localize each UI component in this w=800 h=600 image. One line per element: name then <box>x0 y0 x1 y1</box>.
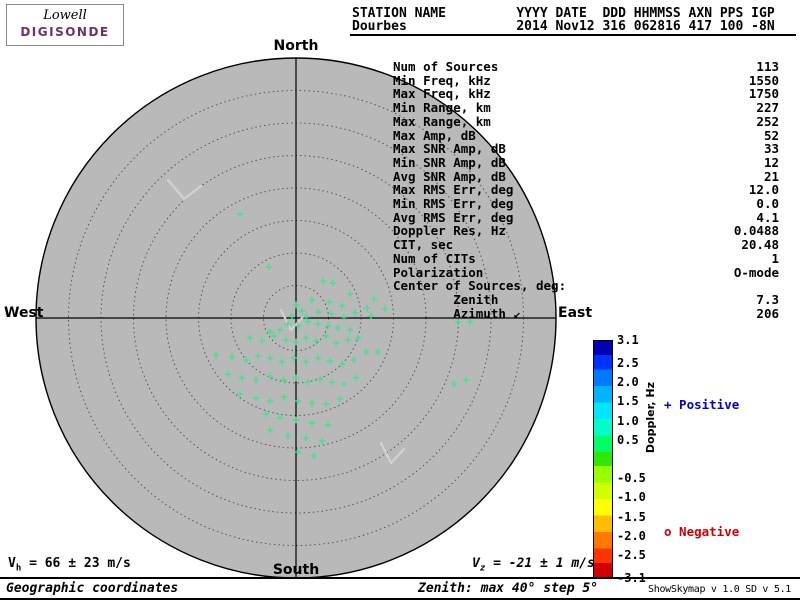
stats-panel: Num of Sources 113 Min Freq, kHz 1550 Max Fr… <box>393 60 779 320</box>
stat-row: Max Freq, kHz 1750 <box>393 87 779 101</box>
colorbar-tick: 0.5 <box>617 432 639 447</box>
compass-label-east: East <box>558 305 593 321</box>
vertical-velocity-readout: Vz = -21 ± 1 m/s <box>472 556 595 574</box>
stat-label: Max RMS Err, deg <box>393 182 514 198</box>
colorbar-tick: 2.0 <box>617 375 639 390</box>
stat-value: 7.3 <box>756 291 779 307</box>
stat-label: Max Range, km <box>393 113 491 129</box>
vh-subscript: h <box>15 563 22 574</box>
compass-label-north: North <box>273 38 319 54</box>
vh-value: = 66 ± 23 m/s <box>21 556 131 571</box>
software-version: ShowSkymap v 1.0 SD v 5.1 <box>648 584 792 595</box>
logo-lowell-text: Lowell <box>43 8 87 23</box>
stat-label: Max Amp, dB <box>393 127 476 143</box>
stat-row: Max RMS Err, deg 12.0 <box>393 183 779 197</box>
stat-value: 0.0 <box>756 196 779 212</box>
stat-value: 33 <box>763 141 779 157</box>
stat-value: 1 <box>771 250 779 266</box>
stat-label: Azimuth ↙ <box>393 305 521 321</box>
stat-value: O-mode <box>733 264 779 280</box>
stat-value: 0.0488 <box>733 223 779 239</box>
stat-value: 12.0 <box>748 182 779 198</box>
header-underline <box>350 34 796 36</box>
stat-row: Max Amp, dB 52 <box>393 127 779 143</box>
compass-label-west: West <box>4 305 44 321</box>
colorbar-tick: -1.0 <box>617 490 646 505</box>
doppler-colorbar <box>593 340 613 578</box>
stat-label: Zenith <box>393 291 499 307</box>
vz-symbol: V <box>472 556 480 571</box>
colorbar-tick: 1.5 <box>617 394 639 409</box>
vh-symbol: V <box>8 556 16 571</box>
header-values-row: Dourbes 2014 Nov12 316 062816 417 100 -8… <box>352 19 775 34</box>
stat-row: Avg SNR Amp, dB 21 <box>393 168 779 184</box>
stat-label: Center of Sources, deg: <box>393 278 567 294</box>
doppler-axis-label: Doppler, Hz <box>644 382 657 454</box>
stat-value: 1750 <box>748 86 779 102</box>
stat-label: Min SNR Amp, dB <box>393 154 506 170</box>
stat-label: Polarization <box>393 264 484 280</box>
colorbar-tick: 2.5 <box>617 356 639 371</box>
colorbar-tick: -1.5 <box>617 509 646 524</box>
colorbar-tick-labels: 3.12.52.01.51.00.5-0.5-1.0-1.5-2.0-2.5-3… <box>617 333 659 585</box>
stat-value: 252 <box>756 113 779 129</box>
stat-row: Num of CITs 1 <box>393 252 779 266</box>
colorbar-tick: -0.5 <box>617 471 646 486</box>
stat-row: Polarization O-mode <box>393 264 779 280</box>
stat-value: 113 <box>756 59 779 74</box>
lowell-digisonde-logo: Lowell DIGISONDE <box>6 4 124 46</box>
stat-label: CIT, sec <box>393 237 454 253</box>
stat-label: Avg RMS Err, deg <box>393 209 514 225</box>
station-header: STATION NAME YYYY DATE DDD HHMMSS AXN PP… <box>352 7 775 33</box>
stat-value: 1550 <box>748 72 779 88</box>
stat-value: 52 <box>763 127 779 143</box>
legend-negative: o Negative <box>664 524 740 539</box>
stat-label: Doppler Res, Hz <box>393 223 506 239</box>
horizontal-velocity-readout: Vh = 66 ± 23 m/s <box>8 556 131 574</box>
stat-value: 12 <box>763 154 779 170</box>
stat-row: Min Range, km 227 <box>393 101 779 115</box>
colorbar-tick: -2.0 <box>617 528 646 543</box>
colorbar-tick: -2.5 <box>617 547 646 562</box>
stat-row: Max SNR Amp, dB 33 <box>393 142 779 156</box>
vz-subscript: z <box>479 563 486 574</box>
stat-row: Min Freq, kHz 1550 <box>393 72 779 88</box>
colorbar-tick: 3.1 <box>617 333 639 347</box>
stat-row: Max Range, km 252 <box>393 115 779 129</box>
stat-value: 206 <box>756 305 779 321</box>
coordinates-note: Geographic coordinates <box>6 581 179 596</box>
compass-label-south: South <box>272 562 320 578</box>
stat-row: Num of Sources 113 <box>393 60 779 74</box>
legend-positive: + Positive <box>664 397 740 412</box>
stat-label: Num of CITs <box>393 250 476 266</box>
stat-row: Min RMS Err, deg 0.0 <box>393 197 779 211</box>
stat-value: 21 <box>763 168 779 184</box>
stat-label: Num of Sources <box>393 59 499 74</box>
logo-digisonde-text: DIGISONDE <box>20 25 110 39</box>
stat-row: Avg RMS Err, deg 4.1 <box>393 211 779 225</box>
stat-value: 227 <box>756 100 779 116</box>
stat-label: Min RMS Err, deg <box>393 196 514 212</box>
footer-divider <box>0 577 800 579</box>
vz-value: = -21 ± 1 m/s <box>485 556 595 571</box>
stat-row: Azimuth ↙ 206 <box>393 305 779 321</box>
stat-label: Max Freq, kHz <box>393 86 491 102</box>
stat-row: Center of Sources, deg: <box>393 279 779 293</box>
stat-value: 4.1 <box>756 209 779 225</box>
stat-row: CIT, sec 20.48 <box>393 238 779 252</box>
stat-label: Max SNR Amp, dB <box>393 141 506 157</box>
stat-label: Avg SNR Amp, dB <box>393 168 506 184</box>
stat-row: Min SNR Amp, dB 12 <box>393 156 779 170</box>
stat-label: Min Freq, kHz <box>393 72 491 88</box>
colorbar-tick: 1.0 <box>617 413 639 428</box>
stat-value: 20.48 <box>741 237 779 253</box>
stat-label: Min Range, km <box>393 100 491 116</box>
stat-row: Doppler Res, Hz 0.0488 <box>393 224 779 238</box>
stat-row: Zenith 7.3 <box>393 293 779 307</box>
zenith-scale-note: Zenith: max 40° step 5° <box>418 581 599 596</box>
header-labels-row: STATION NAME YYYY DATE DDD HHMMSS AXN PP… <box>352 6 775 21</box>
